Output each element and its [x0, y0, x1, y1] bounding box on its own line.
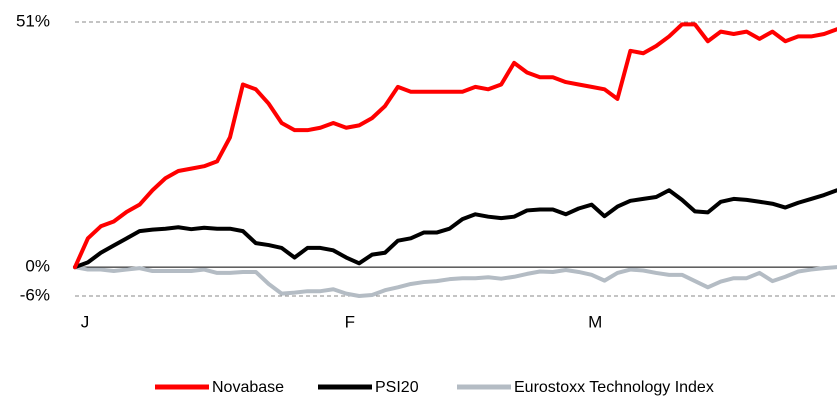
- x-tick-label: F: [345, 312, 355, 331]
- legend-label: PSI20: [375, 379, 419, 396]
- legend-item: Eurostoxx Technology Index: [457, 379, 714, 396]
- y-tick-label: 51%: [16, 11, 50, 30]
- y-tick-label: -6%: [20, 285, 50, 304]
- x-tick-label: J: [81, 312, 90, 331]
- y-tick-label: 0%: [25, 257, 50, 276]
- legend-label: Eurostoxx Technology Index: [514, 379, 714, 396]
- x-tick-label: M: [588, 312, 602, 331]
- series-line: [73, 265, 837, 298]
- legend-item: PSI20: [318, 379, 419, 396]
- series-line: [73, 22, 837, 270]
- legend-item: Novabase: [155, 379, 284, 396]
- series-line: [73, 188, 837, 270]
- legend-label: Novabase: [212, 379, 284, 396]
